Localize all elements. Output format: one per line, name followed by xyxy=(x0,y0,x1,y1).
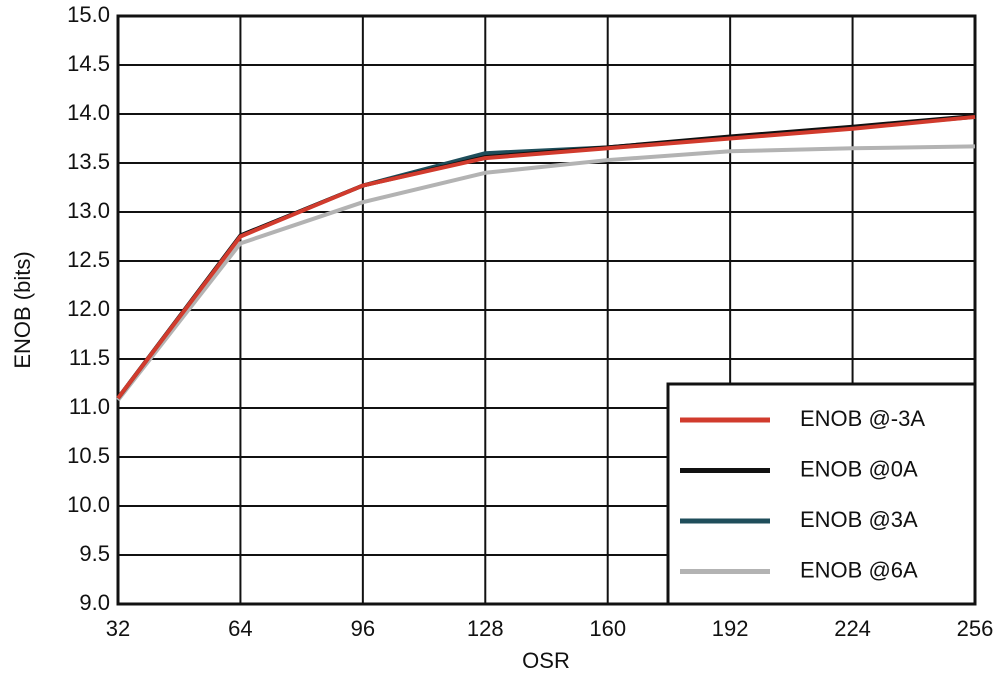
legend-label: ENOB @6A xyxy=(800,557,918,582)
series-line xyxy=(116,144,976,402)
series-line xyxy=(116,114,976,400)
y-tick-label: 10.0 xyxy=(67,492,110,517)
y-tick-label: 13.0 xyxy=(67,198,110,223)
x-tick-label: 192 xyxy=(712,616,749,641)
y-axis-title: ENOB (bits) xyxy=(10,251,35,368)
plot-frame xyxy=(116,14,977,606)
y-tick-label: 12.5 xyxy=(67,247,110,272)
y-tick-label: 11.5 xyxy=(69,345,110,370)
x-tick-label: 32 xyxy=(106,616,130,641)
y-tick-label: 9.5 xyxy=(79,541,110,566)
legend-label: ENOB @3A xyxy=(800,507,918,532)
series-line xyxy=(116,114,976,400)
y-tick-label: 9.0 xyxy=(79,590,110,615)
x-tick-label: 256 xyxy=(957,616,994,641)
legend-label: ENOB @0A xyxy=(800,456,918,481)
x-tick-label: 64 xyxy=(228,616,252,641)
x-tick-label: 160 xyxy=(589,616,626,641)
y-tick-label: 12.0 xyxy=(67,296,110,321)
y-tick-label: 14.5 xyxy=(67,51,110,76)
y-tick-label: 10.5 xyxy=(67,443,110,468)
y-tick-label: 15.0 xyxy=(67,2,110,27)
x-tick-label: 224 xyxy=(834,616,871,641)
series-line xyxy=(116,113,976,400)
y-tick-label: 13.5 xyxy=(67,149,110,174)
x-axis-title: OSR xyxy=(522,648,570,673)
legend-label: ENOB @-3A xyxy=(800,406,925,431)
y-tick-label: 11.0 xyxy=(69,394,110,419)
legend-box xyxy=(666,382,977,606)
y-tick-label: 14.0 xyxy=(67,100,110,125)
x-tick-label: 96 xyxy=(351,616,375,641)
x-tick-label: 128 xyxy=(467,616,504,641)
